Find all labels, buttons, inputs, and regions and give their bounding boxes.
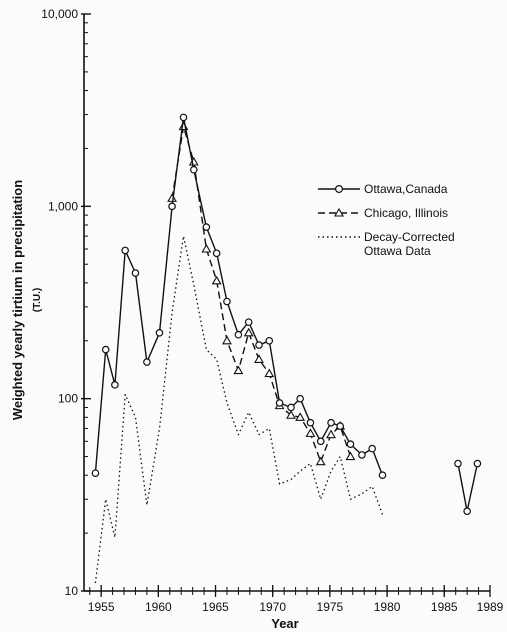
data-point: [167, 193, 178, 202]
data-point: [295, 412, 306, 421]
series-line: [94, 116, 384, 476]
data-point: [155, 329, 164, 337]
data-point: [91, 469, 100, 477]
x-ticks: 1955 1960 1965 1970 1975 1980 1985 1989: [88, 585, 504, 614]
y-axis-unit: (T.U.): [32, 288, 43, 312]
data-point: [233, 365, 244, 375]
data-point: [287, 403, 295, 412]
data-point: [315, 456, 326, 466]
legend: Ottawa,Canada Chicago, Illinois Decay-Corr…: [318, 182, 455, 258]
legend-label: Ottawa,Canada: [364, 182, 448, 196]
data-point: [305, 428, 316, 437]
data-point: [296, 394, 304, 403]
data-point: [473, 459, 482, 468]
y-axis-label: Weighted yearly tirtium in precipitation: [10, 180, 25, 420]
data-point: [368, 444, 377, 453]
legend-item: Chicago, Illinois: [318, 206, 448, 220]
x-tick-label: 1989: [477, 600, 504, 614]
series-line: [94, 235, 384, 584]
data-point: [454, 459, 462, 468]
x-tick-label: 1985: [431, 600, 458, 614]
legend-marker: [335, 185, 344, 194]
series-layer: [91, 113, 482, 584]
data-point: [234, 330, 243, 339]
series-decay-corrected: [94, 235, 384, 584]
x-tick-label: 1965: [202, 600, 229, 614]
data-point: [168, 202, 176, 211]
data-point: [111, 381, 119, 389]
data-point: [336, 422, 344, 430]
legend-label: Ottawa Data: [364, 244, 431, 258]
x-tick-label: 1955: [88, 600, 115, 614]
x-tick-label: 1960: [145, 600, 172, 614]
x-axis-label: Year: [271, 616, 298, 631]
data-point: [327, 418, 335, 427]
data-point: [264, 368, 275, 378]
data-point: [306, 418, 315, 427]
data-point: [326, 429, 336, 439]
data-point: [179, 113, 188, 122]
axes: [83, 14, 490, 592]
legend-marker: [334, 207, 344, 217]
data-point: [286, 410, 296, 419]
y-ticks: 10 100 1,000 10,000: [41, 7, 91, 598]
legend-label: Chicago, Illinois: [364, 206, 448, 220]
legend-item: Ottawa,Canada: [318, 182, 448, 196]
x-tick-label: 1975: [317, 600, 344, 614]
data-point: [223, 297, 231, 306]
data-point: [345, 451, 356, 461]
data-point: [131, 269, 140, 277]
data-point: [463, 507, 471, 515]
series-ottawa: [91, 113, 482, 515]
x-tick-label: 1980: [374, 600, 401, 614]
y-tick-label: 100: [58, 392, 78, 406]
data-point: [316, 437, 325, 446]
series-line: [171, 125, 352, 463]
data-point: [346, 440, 355, 448]
data-point: [265, 336, 274, 345]
data-point: [378, 471, 387, 480]
series-line: [457, 463, 479, 512]
data-point: [254, 354, 264, 363]
data-point: [189, 165, 198, 174]
data-point: [255, 341, 263, 349]
x-tick-label: 1970: [259, 600, 286, 614]
data-point: [244, 318, 253, 326]
series-chicago: [167, 121, 356, 466]
legend-label: Decay-Corrected: [364, 230, 455, 244]
y-tick-label: 10: [65, 584, 79, 598]
data-point: [222, 335, 232, 345]
y-tick-label: 1,000: [48, 199, 78, 213]
data-point: [275, 399, 284, 407]
data-point: [143, 358, 151, 366]
data-point: [201, 243, 212, 253]
data-point: [212, 249, 221, 258]
data-point: [121, 246, 129, 255]
data-point: [243, 327, 254, 337]
data-point: [358, 451, 366, 459]
y-tick-label: 10,000: [41, 7, 78, 21]
data-point: [202, 223, 211, 231]
data-point: [101, 345, 110, 354]
data-point: [211, 275, 222, 285]
